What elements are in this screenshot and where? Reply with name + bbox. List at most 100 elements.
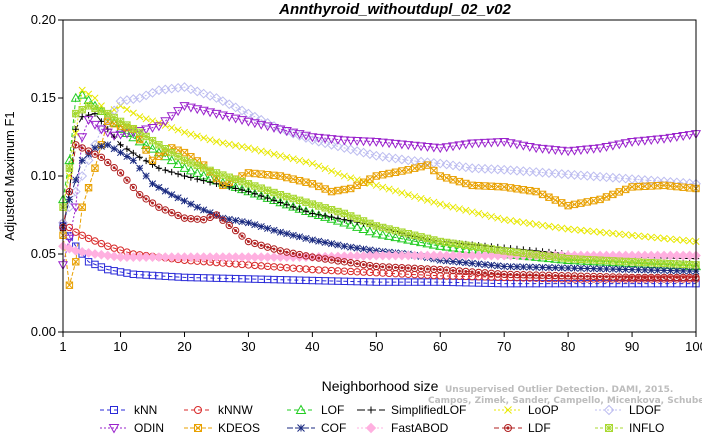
data-point bbox=[173, 159, 184, 168]
data-point bbox=[238, 177, 246, 186]
legend-label: FastABOD bbox=[391, 421, 449, 434]
data-point bbox=[435, 144, 446, 154]
data-point bbox=[168, 124, 176, 132]
data-point bbox=[646, 136, 657, 146]
data-point bbox=[275, 125, 286, 135]
data-point bbox=[326, 213, 337, 223]
data-point bbox=[462, 259, 470, 267]
plot-markers bbox=[57, 82, 702, 289]
legend-label: INFLO bbox=[629, 421, 664, 434]
data-point bbox=[615, 265, 623, 273]
data-point bbox=[123, 176, 131, 184]
data-point bbox=[499, 164, 510, 175]
data-point bbox=[256, 120, 267, 130]
data-point bbox=[404, 230, 412, 238]
data-point bbox=[665, 250, 676, 261]
data-point bbox=[326, 135, 337, 145]
series-markers-LoOP bbox=[59, 86, 700, 246]
data-point bbox=[486, 250, 497, 261]
data-point bbox=[589, 256, 598, 264]
data-point bbox=[141, 252, 152, 263]
data-point bbox=[155, 183, 163, 191]
data-point bbox=[307, 135, 318, 146]
data-point bbox=[384, 250, 394, 261]
data-point bbox=[263, 186, 272, 195]
data-point bbox=[409, 141, 420, 151]
data-point bbox=[174, 194, 182, 202]
data-point bbox=[225, 215, 233, 223]
data-point bbox=[673, 267, 681, 275]
data-point bbox=[109, 117, 120, 127]
data-point bbox=[136, 191, 144, 199]
data-point bbox=[129, 109, 137, 117]
data-point bbox=[609, 265, 617, 273]
data-point bbox=[601, 172, 612, 183]
data-point bbox=[217, 111, 228, 121]
data-point bbox=[78, 144, 86, 152]
data-point bbox=[181, 172, 188, 180]
legend-label: LOF bbox=[321, 403, 344, 417]
legend-marker bbox=[504, 406, 512, 414]
data-point bbox=[211, 93, 222, 103]
data-point bbox=[155, 152, 163, 160]
data-point bbox=[526, 250, 534, 258]
data-point bbox=[64, 155, 75, 165]
data-point bbox=[340, 172, 348, 180]
data-point bbox=[179, 162, 190, 172]
data-point bbox=[104, 158, 112, 167]
data-point bbox=[550, 168, 561, 179]
legend-item-kNN: kNN bbox=[100, 403, 157, 417]
data-point bbox=[460, 140, 471, 150]
data-point bbox=[443, 202, 451, 210]
data-point bbox=[615, 230, 623, 238]
data-point bbox=[499, 137, 510, 147]
data-point bbox=[104, 109, 112, 118]
data-point bbox=[639, 136, 650, 146]
data-point bbox=[345, 144, 356, 155]
data-point bbox=[371, 250, 382, 261]
data-point bbox=[641, 232, 649, 241]
x-tick-label: 70 bbox=[497, 339, 511, 354]
data-point bbox=[315, 211, 322, 218]
data-point bbox=[193, 203, 201, 211]
data-point bbox=[308, 236, 316, 244]
data-point bbox=[289, 155, 297, 163]
data-point bbox=[301, 133, 311, 143]
data-point bbox=[179, 252, 190, 263]
data-point bbox=[231, 175, 240, 184]
data-point bbox=[251, 221, 259, 229]
data-point bbox=[199, 215, 208, 224]
y-tick-label: 0.00 bbox=[31, 324, 56, 339]
data-point bbox=[142, 132, 150, 141]
data-point bbox=[428, 250, 439, 261]
series-markers-INFLO bbox=[59, 102, 700, 269]
data-point bbox=[615, 257, 623, 265]
data-point bbox=[257, 147, 265, 155]
legend-item-INFLO: INFLO bbox=[595, 421, 664, 434]
series-line-INFLO bbox=[62, 105, 697, 266]
data-point bbox=[180, 156, 189, 165]
data-point bbox=[436, 237, 444, 246]
data-point bbox=[167, 148, 176, 157]
data-point bbox=[321, 212, 329, 220]
data-point bbox=[270, 226, 278, 234]
x-axis: 1 10 20 30 40 50 60 70 80 90 100 bbox=[59, 332, 702, 354]
data-point bbox=[185, 84, 196, 95]
data-point bbox=[136, 128, 144, 137]
data-point bbox=[417, 233, 425, 241]
data-point bbox=[454, 161, 465, 172]
data-point bbox=[384, 152, 394, 163]
data-point bbox=[538, 251, 547, 260]
data-point bbox=[315, 182, 323, 191]
data-point bbox=[647, 259, 655, 267]
data-point bbox=[85, 111, 92, 119]
data-point bbox=[142, 172, 150, 180]
data-point bbox=[436, 172, 444, 180]
data-point bbox=[123, 105, 131, 113]
data-point bbox=[232, 185, 239, 192]
data-point bbox=[198, 106, 209, 116]
y-axis: 0.00 0.05 0.10 0.15 0.20 bbox=[31, 12, 63, 339]
data-point bbox=[390, 153, 401, 164]
legend-item-COF: COF bbox=[287, 421, 346, 434]
data-point bbox=[283, 201, 290, 208]
